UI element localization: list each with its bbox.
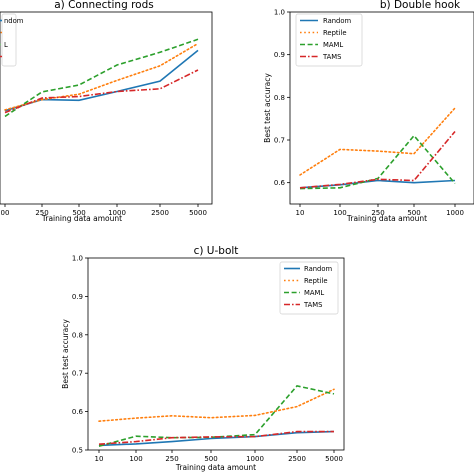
y-tick-label: 0.6 xyxy=(274,179,286,187)
chart-panel-0: 00 250 500 1000 2500 5000 a) Connecting rods Tr… xyxy=(0,0,213,223)
series-line-random xyxy=(4,49,199,112)
x-tick-label: 1000 xyxy=(446,209,464,217)
legend-label: Random xyxy=(323,17,352,25)
y-tick-label: 0.7 xyxy=(274,137,285,145)
x-tick-label: 250 xyxy=(35,209,48,217)
series-line-reptile xyxy=(4,42,199,111)
legend-label: L xyxy=(4,41,8,49)
chart-title: a) Connecting rods xyxy=(54,0,154,11)
x-tick-label: 100 xyxy=(129,455,142,463)
y-tick-label: 0.8 xyxy=(274,94,285,102)
x-tick-label: 250 xyxy=(165,455,178,463)
series-line-tams xyxy=(4,69,199,114)
x-tick-label: 5000 xyxy=(325,455,343,463)
x-tick-label: 00 xyxy=(1,209,10,217)
legend-box xyxy=(295,13,363,67)
chart-panel-1: 10 100 250 500 1000 0.6 0.7 0.8 0.9 1.0 b) Double … xyxy=(263,0,474,223)
legend: ndom L xyxy=(0,13,24,67)
axes-frame xyxy=(289,11,474,205)
legend-label: ndom xyxy=(4,17,24,25)
legend-label: MAML xyxy=(323,41,343,49)
y-tick-label: 0.7 xyxy=(72,370,83,378)
x-tick-label: 1000 xyxy=(246,455,264,463)
series-line-tams xyxy=(98,430,334,445)
legend-box xyxy=(279,261,339,315)
chart-title: b) Double hook xyxy=(380,0,461,11)
legend: Random Reptile MAML TAMS xyxy=(295,13,363,67)
x-tick-label: 2500 xyxy=(151,209,169,217)
x-tick-label: 500 xyxy=(204,455,217,463)
chart-title: c) U-bolt xyxy=(194,245,239,257)
series-line-maml xyxy=(98,385,335,447)
x-tick-label: 1000 xyxy=(108,209,126,217)
y-tick-label: 0.6 xyxy=(72,408,84,416)
legend-label: Reptile xyxy=(323,29,347,37)
series-line-tams xyxy=(299,130,456,189)
legend-label: Random xyxy=(304,265,333,273)
series-group xyxy=(4,38,199,118)
series-line-random xyxy=(98,430,335,447)
legend-label: TAMS xyxy=(303,301,322,309)
x-tick-label: 10 xyxy=(296,209,305,217)
y-tick-label: 0.8 xyxy=(72,331,83,339)
x-tick-label: 500 xyxy=(72,209,85,217)
series-line-reptile xyxy=(98,388,335,423)
series-group xyxy=(98,385,335,447)
y-tick-label: 0.5 xyxy=(72,447,83,455)
y-tick-label: 1.0 xyxy=(274,9,285,17)
y-axis-label: Best test accuracy xyxy=(263,73,272,143)
chart-panel-2: 10 100 250 500 1000 2500 5000 0.5 0.6 0.7 0.8 0.9 1.… xyxy=(61,245,345,472)
x-axis-label: Training data amount xyxy=(175,463,256,472)
axes-frame xyxy=(87,257,345,451)
legend: Random Reptile MAML TAMS xyxy=(279,261,339,315)
x-tick-label: 2500 xyxy=(288,455,306,463)
y-tick-label: 0.9 xyxy=(72,293,83,301)
axes-frame xyxy=(0,11,213,205)
x-tick-label: 5000 xyxy=(189,209,207,217)
series-line-reptile xyxy=(299,107,456,176)
x-tick-label: 500 xyxy=(407,209,420,217)
y-axis-label: Best test accuracy xyxy=(61,319,70,389)
y-tick-label: 1.0 xyxy=(72,255,83,263)
x-tick-label: 10 xyxy=(95,455,104,463)
series-line-random xyxy=(299,179,456,189)
x-axis-label: Training data amount xyxy=(346,214,427,223)
series-group xyxy=(299,107,456,190)
x-axis-label: Training data amount xyxy=(41,214,122,223)
legend-label: MAML xyxy=(304,289,324,297)
x-tick-label: 100 xyxy=(333,209,346,217)
series-line-maml xyxy=(299,134,456,190)
legend-box xyxy=(1,13,17,67)
x-tick-label: 250 xyxy=(371,209,384,217)
y-tick-label: 0.9 xyxy=(274,51,285,59)
series-line-maml xyxy=(4,38,199,118)
legend-label: TAMS xyxy=(322,53,341,61)
legend-label: Reptile xyxy=(304,277,328,285)
